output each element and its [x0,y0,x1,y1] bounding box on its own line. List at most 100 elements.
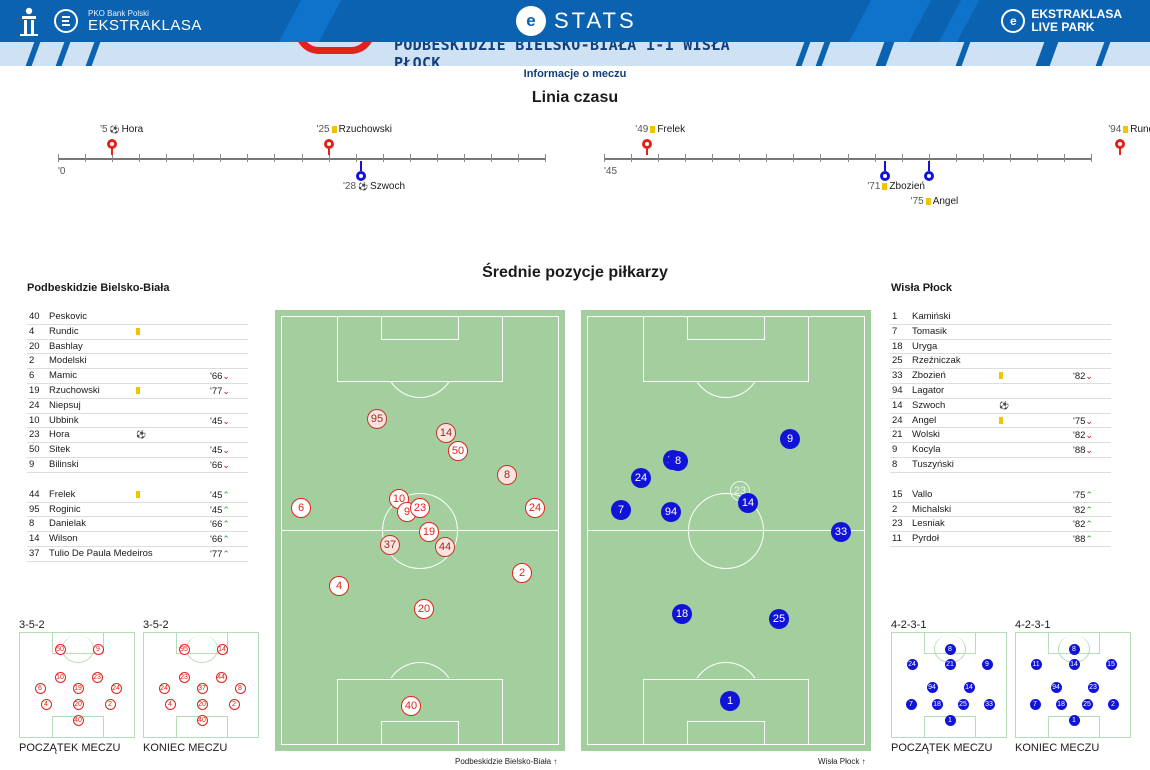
player-number: 44 [29,488,40,500]
roster-row[interactable]: 6 Mamic '66⌄ [27,369,248,384]
livepark-logo[interactable]: e EKSTRAKLASA LIVE PARK [1001,8,1122,33]
formation-player-marker: 15 [1105,658,1117,670]
player-position-marker[interactable]: 2 [512,563,532,583]
roster-row[interactable]: 37 Tulio De Paula Medeiros '77⌃ [27,547,248,562]
roster-row[interactable]: 2 Michalski '82⌃ [890,503,1111,518]
pitch-line [382,493,458,569]
roster-row[interactable]: 10 Ubbink '45⌄ [27,414,248,429]
formation-player-marker: 10 [54,671,66,683]
formation-player-marker: 40 [196,714,208,726]
home-formation-start: 3-5-2 [19,619,45,631]
roster-row[interactable]: 19 Rzuchowski '77⌄ [27,384,248,399]
roster-row[interactable]: 8 Tuszyński [890,458,1111,473]
chevron-up-icon: ⌃ [222,489,230,500]
roster-row[interactable]: 14 Wilson '66⌃ [27,532,248,547]
roster-row[interactable]: 24 Niepsuj [27,399,248,414]
player-position-marker[interactable]: 4 [329,576,349,596]
roster-row[interactable]: 15 Vallo '75⌃ [890,488,1111,503]
player-position-marker[interactable]: 24 [525,498,545,518]
roster-row[interactable]: 24 Angel '75⌄ [890,414,1111,429]
substitution-minute: '82⌃ [1073,504,1093,516]
timeline-event-label: '25 Rzuchowski [316,124,392,135]
roster-row[interactable]: 9 Kocyla '88⌄ [890,443,1111,458]
player-position-marker[interactable]: 44 [435,537,455,557]
livepark-line1: EKSTRAKLASA [1031,7,1122,21]
player-position-marker[interactable]: 20 [414,599,434,619]
away-formation-start: 4-2-3-1 [891,619,927,631]
player-position-marker[interactable]: 18 [672,604,692,624]
player-number: 8 [29,518,35,530]
yellow-card-icon [136,490,140,498]
player-number: 15 [892,488,903,500]
player-position-marker[interactable]: 6 [291,498,311,518]
player-number: 24 [892,414,903,426]
player-name: Kamiński [912,311,951,322]
formation-player-marker: 24 [906,658,918,670]
roster-row[interactable]: 8 Danielak '66⌃ [27,517,248,533]
roster-row[interactable]: 50 Sitek '45⌄ [27,443,248,458]
roster-row[interactable]: 40 Peskovic [27,310,248,325]
player-position-marker[interactable]: 1 [720,691,740,711]
ekstraklasa-logo[interactable]: PKO Bank Polski EKSTRAKLASA [14,4,202,38]
roster-row[interactable]: 7 Tomasik [890,325,1111,340]
player-number: 95 [29,503,40,515]
player-position-marker[interactable]: 37 [380,535,400,555]
player-position-marker[interactable]: 50 [448,441,468,461]
roster-row[interactable]: 1 Kamiński [890,310,1111,325]
roster-row[interactable]: 14 Szwoch ⚽ [890,399,1111,414]
away-end-caption: KONIEC MECZU [1015,742,1100,754]
formation-player-marker: 33 [983,698,995,710]
player-number: 33 [892,370,903,382]
roster-row[interactable]: 2 Modelski [27,354,248,370]
roster-row[interactable]: 9 Bilinski '66⌄ [27,458,248,473]
player-name: Pyrdoł [912,533,939,545]
match-info-link[interactable]: Informacje o meczu [523,68,627,80]
roster-row[interactable]: 95 Roginic '45⌃ [27,503,248,518]
player-position-marker[interactable]: 40 [401,696,421,716]
ball-icon: ⚽ [109,125,120,134]
player-position-marker[interactable]: 9 [780,429,800,449]
formation-player-marker: 14 [1068,658,1080,670]
player-position-marker[interactable]: 24 [631,468,651,488]
roster-row[interactable]: 25 Rzeźniczak [890,354,1111,370]
yellow-card-icon [136,386,140,394]
ball-icon: ⚽ [999,400,1009,410]
substitution-minute: '82⌄ [1073,371,1093,383]
timeline-event-label: '94Rundic [1108,124,1150,135]
roster-row[interactable]: 94 Lagator [890,384,1111,399]
roster-row[interactable]: 20 Bashlay [27,340,248,355]
substitution-minute: '45⌄ [210,445,230,457]
timeline-tick [820,154,822,162]
player-position-marker[interactable]: 33 [831,522,851,542]
player-position-marker[interactable]: 7 [611,500,631,520]
yellow-card-icon [331,126,337,133]
roster-row[interactable]: 44 Frelek '45⌃ [27,488,248,503]
player-position-marker[interactable]: 8 [497,465,517,485]
player-position-marker[interactable]: 23 [410,498,430,518]
roster-row[interactable]: 11 Pyrdoł '88⌃ [890,532,1111,547]
formation-player-marker: 1 [944,714,956,726]
player-position-marker[interactable]: 19 [419,522,439,542]
roster-row[interactable]: 33 Zbozień '82⌄ [890,369,1111,384]
roster-row[interactable]: 18 Uryga [890,340,1111,355]
roster-row[interactable]: 21 Wolski '82⌄ [890,428,1111,444]
player-name: Peskovic [49,311,88,322]
player-name: Ubbink [49,414,79,426]
player-position-marker[interactable]: 94 [661,502,681,522]
substitution-minute: '66⌄ [210,459,230,471]
roster-row[interactable]: 23 Hora ⚽ [27,428,248,444]
player-position-marker[interactable]: 14 [738,493,758,513]
player-position-marker[interactable]: 8 [668,451,688,471]
timeline-tick [382,154,384,162]
formation-player-marker: 94 [1050,681,1062,693]
roster-row[interactable]: 23 Lesniak '82⌃ [890,517,1111,533]
formation-player-marker: 7 [905,698,917,710]
player-position-marker[interactable]: 14 [436,423,456,443]
player-position-marker[interactable]: 95 [367,409,387,429]
roster-row[interactable]: 4 Rundic [27,325,248,340]
yellow-card-icon [1123,126,1129,133]
player-position-marker[interactable]: 25 [769,609,789,629]
stats-logo[interactable]: e STATS [516,6,637,36]
player-number: 14 [892,399,903,411]
player-name: Danielak [49,518,86,530]
